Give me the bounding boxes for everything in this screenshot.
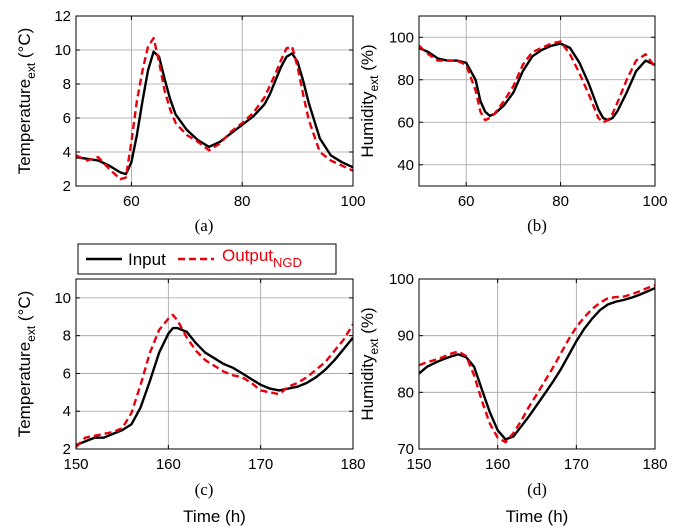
plot-area [76,279,353,449]
y-tick-label: 90 [397,328,414,345]
series-line-input [419,286,655,441]
series-line-output [76,313,353,448]
x-tick-label: 170 [564,456,589,473]
x-tick-label: 180 [340,456,365,473]
y-axis-label-main: Humidity [358,91,377,158]
y-tick-label: 6 [63,365,71,382]
y-axis-label-main: Temperature [15,79,34,174]
panel-label: (b) [527,216,547,235]
panel-label: (d) [527,480,547,499]
panel-a: 60 80 100 2 4 6 8 10 12 Temperatureext (°C) (a) [15,8,366,235]
y-axis-label: Temperatureext (°C) [15,291,38,438]
plot-frame [418,278,656,450]
x-tick-label: 150 [63,456,88,473]
y-axis-label-unit: (%) [358,307,377,338]
y-tick-label: 100 [389,271,414,288]
legend-label-input: Input [128,250,166,269]
legend: Input OutputNGD [77,243,337,275]
plot-area [419,16,655,186]
x-tick-label: 160 [485,456,510,473]
y-axis-label-main: Temperature [15,342,34,437]
series-group [76,36,353,181]
y-tick-label: 12 [54,8,71,25]
y-tick-label: 10 [54,42,71,59]
x-axis-label: Time (h) [183,507,246,526]
x-tick-label: 80 [552,193,569,210]
series-line-output [419,40,655,124]
y-axis-label-sub: ext [367,75,381,92]
series-line-output [419,284,655,444]
series-line-output [76,36,353,181]
y-axis-label-main: Humidity [358,354,377,421]
y-tick-label: 40 [397,157,414,174]
plot-area [76,16,353,186]
y-tick-label: 2 [63,441,71,458]
plot-area [419,279,655,449]
x-tick-label: 160 [156,456,181,473]
y-axis-label-sub: ext [24,325,38,342]
x-tick-label: 60 [123,193,140,210]
y-tick-label: 4 [63,403,71,420]
y-tick-label: 6 [63,110,71,127]
x-tick-label: 170 [248,456,273,473]
series-line-input [419,42,655,122]
y-tick-label: 80 [397,72,414,89]
legend-label-output-sub: NGD [273,255,302,270]
y-axis-label-unit: (%) [358,44,377,75]
series-line-input [76,50,353,176]
plot-frame [75,15,354,187]
panel-label: (c) [195,480,214,499]
x-tick-label: 80 [234,193,251,210]
y-tick-label: 2 [63,178,71,195]
series-group [419,284,655,444]
y-tick-label: 60 [397,114,414,131]
series-group [419,40,655,124]
y-axis-label: Temperatureext (°C) [15,28,38,175]
x-axis-label: Time (h) [506,507,569,526]
y-tick-label: 70 [397,441,414,458]
plot-frame [75,278,354,450]
series-group [76,313,353,448]
y-axis-label-unit: (°C) [15,28,34,63]
x-tick-label: 100 [340,193,365,210]
panel-label: (a) [195,216,214,235]
legend-label-output-main: Output [222,246,273,265]
y-axis-label-sub: ext [24,62,38,79]
x-tick-label: 100 [642,193,667,210]
legend-label-output: OutputNGD [222,246,302,270]
x-tick-label: 60 [458,193,475,210]
y-axis-label-sub: ext [367,338,381,355]
y-tick-label: 100 [389,29,414,46]
panel-c: 150 160 170 180 2 4 6 8 10 Temperatureext (°C) (c)… [15,278,366,526]
plot-frame [418,15,656,187]
y-tick-label: 4 [63,144,71,161]
y-tick-label: 8 [63,76,71,93]
series-line-input [76,326,353,447]
y-tick-label: 10 [54,290,71,307]
y-axis-label: Humidityext (%) [358,307,381,420]
x-tick-label: 180 [642,456,667,473]
y-tick-label: 8 [63,328,71,345]
panel-d: 150 160 170 180 70 80 90 100 Humidityext (%) (d) T… [358,271,668,526]
y-axis-label: Humidityext (%) [358,44,381,157]
y-axis-label-unit: (°C) [15,291,34,326]
panel-b: 60 80 100 40 60 80 100 Humidityext (%) (b) [358,15,668,235]
x-tick-label: 150 [406,456,431,473]
y-tick-label: 80 [397,384,414,401]
